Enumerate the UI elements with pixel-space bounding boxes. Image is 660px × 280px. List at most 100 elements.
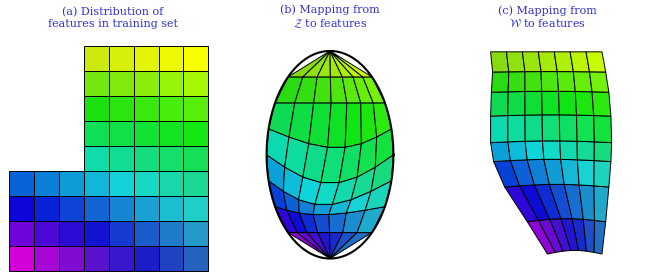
Polygon shape — [541, 72, 558, 91]
Polygon shape — [303, 144, 327, 183]
Polygon shape — [317, 233, 330, 258]
Bar — [34, 221, 59, 246]
Bar — [183, 146, 209, 171]
Polygon shape — [363, 77, 385, 103]
Polygon shape — [361, 103, 377, 144]
Polygon shape — [583, 219, 595, 253]
Polygon shape — [330, 51, 343, 77]
Polygon shape — [329, 233, 343, 258]
Bar — [134, 46, 158, 71]
Bar — [9, 246, 34, 270]
Bar — [9, 171, 34, 196]
Polygon shape — [275, 77, 303, 103]
Bar — [183, 146, 209, 171]
Polygon shape — [535, 185, 561, 219]
Polygon shape — [506, 52, 525, 72]
Title: (a) Distribution of
features in training set: (a) Distribution of features in training… — [48, 7, 178, 29]
Polygon shape — [313, 214, 329, 233]
Polygon shape — [331, 77, 347, 103]
Polygon shape — [527, 220, 555, 254]
Bar — [183, 246, 209, 270]
Bar — [134, 171, 158, 196]
Polygon shape — [330, 233, 372, 258]
Bar — [158, 171, 183, 196]
Bar — [134, 221, 158, 246]
Polygon shape — [561, 219, 579, 251]
Bar — [84, 246, 109, 270]
Bar — [183, 46, 209, 71]
Polygon shape — [594, 160, 611, 187]
Polygon shape — [550, 219, 571, 251]
Polygon shape — [317, 51, 331, 77]
Bar — [59, 221, 84, 246]
Bar — [59, 246, 84, 270]
Bar — [84, 121, 109, 146]
Bar — [158, 121, 183, 146]
Bar — [183, 71, 209, 96]
Bar — [158, 146, 183, 171]
Polygon shape — [269, 103, 295, 137]
Bar — [158, 196, 183, 221]
Polygon shape — [267, 129, 289, 167]
Bar — [109, 96, 134, 121]
Bar — [134, 246, 158, 270]
Polygon shape — [543, 141, 560, 159]
Polygon shape — [299, 213, 317, 233]
Polygon shape — [309, 103, 331, 147]
Polygon shape — [510, 160, 535, 186]
Bar — [158, 171, 183, 196]
Bar — [158, 46, 183, 71]
Bar — [84, 96, 109, 121]
Bar — [84, 71, 109, 96]
Bar — [84, 171, 109, 196]
Bar — [9, 196, 34, 221]
Polygon shape — [346, 191, 371, 213]
Polygon shape — [574, 72, 592, 92]
Bar — [84, 146, 109, 171]
Polygon shape — [564, 185, 583, 219]
Bar — [109, 46, 134, 71]
Bar — [9, 221, 34, 246]
Polygon shape — [579, 185, 595, 220]
Bar — [134, 171, 158, 196]
Polygon shape — [525, 115, 543, 141]
Polygon shape — [345, 103, 362, 147]
Polygon shape — [283, 191, 299, 213]
Polygon shape — [298, 177, 321, 204]
Polygon shape — [539, 219, 563, 253]
Bar — [59, 171, 84, 196]
Bar — [158, 246, 183, 270]
Polygon shape — [594, 142, 612, 162]
Polygon shape — [353, 77, 374, 103]
Polygon shape — [330, 51, 353, 77]
Bar — [84, 46, 109, 71]
Polygon shape — [284, 137, 309, 177]
Bar — [183, 71, 209, 96]
Polygon shape — [594, 220, 606, 254]
Bar — [109, 121, 134, 146]
Polygon shape — [286, 210, 307, 233]
Polygon shape — [554, 52, 574, 72]
Bar — [109, 246, 134, 270]
Bar — [9, 171, 34, 196]
Bar — [109, 146, 134, 171]
Bar — [84, 96, 109, 121]
Polygon shape — [576, 92, 594, 116]
Polygon shape — [592, 92, 611, 116]
Polygon shape — [525, 72, 542, 92]
Bar — [34, 246, 59, 270]
Polygon shape — [558, 91, 577, 115]
Polygon shape — [269, 181, 286, 210]
Bar — [134, 196, 158, 221]
Polygon shape — [549, 185, 572, 219]
Polygon shape — [542, 115, 560, 141]
Bar — [59, 171, 84, 196]
Bar — [134, 71, 158, 96]
Bar — [34, 171, 59, 196]
Bar — [183, 196, 209, 221]
Polygon shape — [560, 115, 577, 141]
Bar — [84, 221, 109, 246]
Polygon shape — [594, 186, 609, 222]
Polygon shape — [519, 185, 550, 220]
Bar — [84, 146, 109, 171]
